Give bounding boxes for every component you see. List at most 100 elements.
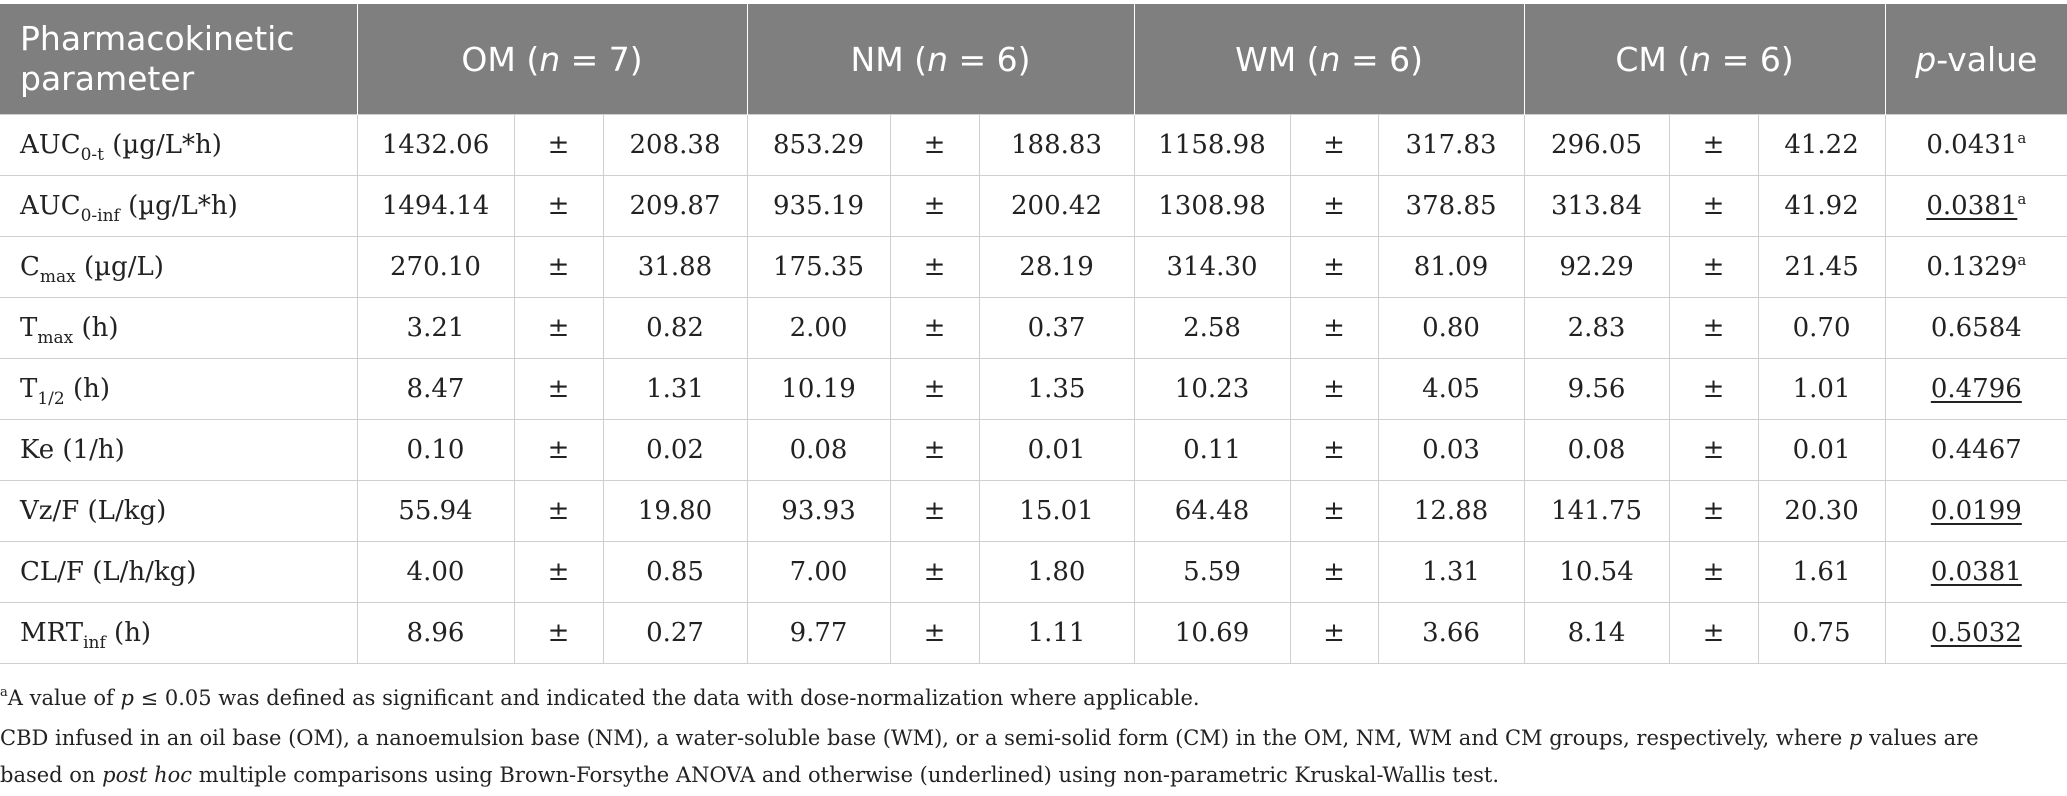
om-sd: 208.38 — [602, 114, 748, 176]
nm-plus-minus: ± — [889, 602, 980, 664]
cm-plus-minus: ± — [1668, 541, 1759, 603]
cm-mean: 10.54 — [1523, 541, 1670, 603]
cm-plus-minus: ± — [1668, 358, 1759, 420]
cm-plus-minus: ± — [1668, 175, 1759, 237]
parameter-name: Cmax (µg/L) — [0, 236, 357, 298]
wm-mean: 0.11 — [1133, 419, 1291, 481]
header-pvalue: p-value — [1884, 4, 2067, 115]
wm-mean: 314.30 — [1133, 236, 1291, 298]
om-sd: 0.27 — [602, 602, 748, 664]
nm-plus-minus: ± — [889, 480, 980, 542]
p-value: 0.5032 — [1884, 602, 2067, 664]
nm-sd: 188.83 — [978, 114, 1135, 176]
cm-plus-minus: ± — [1668, 419, 1759, 481]
wm-sd: 4.05 — [1377, 358, 1525, 420]
table-row: T1/2 (h) 8.47 ±1.31 10.19 ±1.35 10.23 ±4.05 9.5… — [0, 358, 2067, 420]
table-row: Tmax (h) 3.21 ±0.82 2.00 ±0.37 2.58 ±0.80 2.83 ±… — [0, 297, 2067, 359]
wm-mean: 1158.98 — [1133, 114, 1291, 176]
table-row: MRTinf (h) 8.96 ±0.27 9.77 ±1.11 10.69 ±3.66 8.… — [0, 602, 2067, 664]
nm-mean: 175.35 — [746, 236, 891, 298]
om-mean: 1432.06 — [356, 114, 514, 176]
table-row: Ke (1/h) 0.10 ±0.02 0.08 ±0.01 0.11 ±0.03 0.08 ±… — [0, 419, 2067, 481]
cm-sd: 0.70 — [1757, 297, 1886, 359]
table-row: AUC0-t (µg/L*h) 1432.06 ±208.38 853.29 ±188.… — [0, 114, 2067, 176]
nm-mean: 0.08 — [746, 419, 891, 481]
wm-sd: 0.03 — [1377, 419, 1525, 481]
footnote-methods: based on post hoc multiple comparisons u… — [0, 763, 1500, 787]
p-value: 0.0431a — [1884, 114, 2067, 176]
nm-plus-minus: ± — [889, 114, 980, 176]
cm-plus-minus: ± — [1668, 297, 1759, 359]
om-sd: 209.87 — [602, 175, 748, 237]
wm-sd: 317.83 — [1377, 114, 1525, 176]
cm-sd: 1.61 — [1757, 541, 1886, 603]
om-mean: 8.96 — [356, 602, 514, 664]
wm-mean: 10.23 — [1133, 358, 1291, 420]
nm-plus-minus: ± — [889, 541, 980, 603]
header-group-wm: WM (n = 6) — [1133, 4, 1525, 115]
om-mean: 0.10 — [356, 419, 514, 481]
p-value: 0.0199 — [1884, 480, 2067, 542]
p-value: 0.1329a — [1884, 236, 2067, 298]
header-parameter: Pharmacokinetic parameter — [0, 4, 357, 115]
header-group-nm: NM (n = 6) — [746, 4, 1135, 115]
om-mean: 8.47 — [356, 358, 514, 420]
nm-plus-minus: ± — [889, 175, 980, 237]
p-value: 0.4467 — [1884, 419, 2067, 481]
parameter-name: AUC0-t (µg/L*h) — [0, 114, 357, 176]
om-mean: 270.10 — [356, 236, 514, 298]
wm-sd: 1.31 — [1377, 541, 1525, 603]
nm-sd: 1.11 — [978, 602, 1135, 664]
table-footnotes: aA value of p ≤ 0.05 was defined as sign… — [0, 680, 2067, 794]
parameter-name: CL/F (L/h/kg) — [0, 541, 357, 603]
nm-sd: 1.80 — [978, 541, 1135, 603]
cm-plus-minus: ± — [1668, 236, 1759, 298]
om-plus-minus: ± — [513, 114, 603, 176]
wm-mean: 10.69 — [1133, 602, 1291, 664]
parameter-name: Ke (1/h) — [0, 419, 357, 481]
om-sd: 0.02 — [602, 419, 748, 481]
cm-mean: 2.83 — [1523, 297, 1670, 359]
nm-plus-minus: ± — [889, 236, 980, 298]
nm-mean: 935.19 — [746, 175, 891, 237]
om-mean: 55.94 — [356, 480, 514, 542]
wm-plus-minus: ± — [1289, 541, 1379, 603]
om-sd: 0.82 — [602, 297, 748, 359]
parameter-name: Vz/F (L/kg) — [0, 480, 357, 542]
nm-sd: 1.35 — [978, 358, 1135, 420]
cm-sd: 21.45 — [1757, 236, 1886, 298]
cm-mean: 8.14 — [1523, 602, 1670, 664]
p-value: 0.0381a — [1884, 175, 2067, 237]
footnote-groups: CBD infused in an oil base (OM), a nanoe… — [0, 726, 1979, 750]
parameter-name: MRTinf (h) — [0, 602, 357, 664]
cm-mean: 313.84 — [1523, 175, 1670, 237]
nm-sd: 15.01 — [978, 480, 1135, 542]
om-sd: 31.88 — [602, 236, 748, 298]
om-plus-minus: ± — [513, 480, 603, 542]
om-mean: 1494.14 — [356, 175, 514, 237]
om-sd: 19.80 — [602, 480, 748, 542]
cm-sd: 20.30 — [1757, 480, 1886, 542]
wm-plus-minus: ± — [1289, 419, 1379, 481]
cm-mean: 9.56 — [1523, 358, 1670, 420]
cm-mean: 296.05 — [1523, 114, 1670, 176]
table-row: CL/F (L/h/kg) 4.00 ±0.85 7.00 ±1.80 5.59 ±1.31… — [0, 541, 2067, 603]
parameter-name: Tmax (h) — [0, 297, 357, 359]
cm-plus-minus: ± — [1668, 480, 1759, 542]
header-row: Pharmacokinetic parameter OM (n = 7) NM … — [0, 4, 2067, 115]
wm-plus-minus: ± — [1289, 175, 1379, 237]
wm-mean: 64.48 — [1133, 480, 1291, 542]
wm-sd: 3.66 — [1377, 602, 1525, 664]
om-plus-minus: ± — [513, 358, 603, 420]
footnote-significance: aA value of p ≤ 0.05 was defined as sign… — [0, 685, 1200, 710]
nm-mean: 7.00 — [746, 541, 891, 603]
om-plus-minus: ± — [513, 419, 603, 481]
cm-sd: 0.75 — [1757, 602, 1886, 664]
om-plus-minus: ± — [513, 541, 603, 603]
wm-sd: 81.09 — [1377, 236, 1525, 298]
wm-mean: 1308.98 — [1133, 175, 1291, 237]
nm-mean: 853.29 — [746, 114, 891, 176]
cm-sd: 41.92 — [1757, 175, 1886, 237]
wm-plus-minus: ± — [1289, 297, 1379, 359]
nm-sd: 0.37 — [978, 297, 1135, 359]
